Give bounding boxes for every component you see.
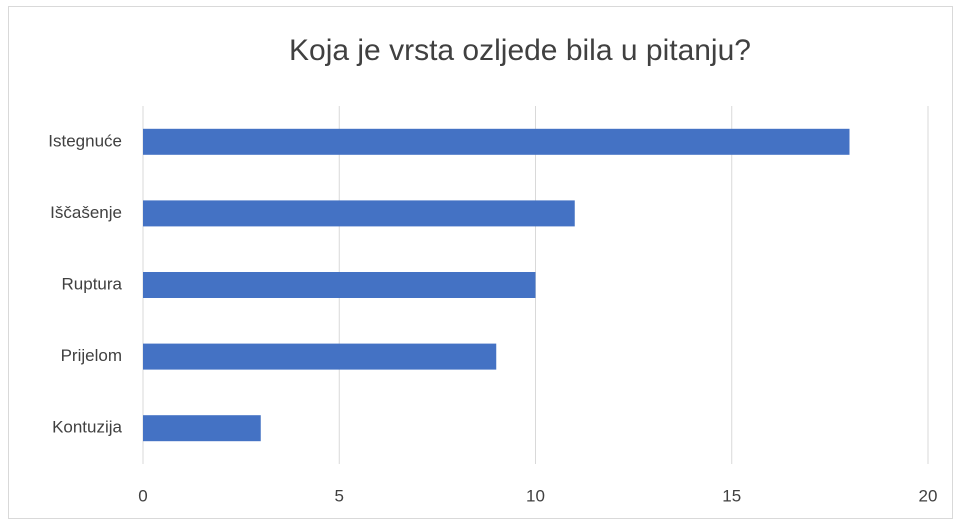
- y-tick-label: Kontuzija: [52, 418, 122, 437]
- chart-border: [8, 6, 953, 519]
- x-tick-label: 20: [919, 486, 938, 505]
- y-tick-label: Istegnuće: [48, 131, 122, 150]
- x-tick-label: 5: [335, 486, 344, 505]
- x-tick-label: 0: [138, 486, 147, 505]
- y-tick-label: Ruptura: [62, 274, 123, 293]
- x-tick-label: 10: [526, 486, 545, 505]
- bar: [143, 343, 497, 370]
- bar: [143, 415, 261, 442]
- chart-title: Koja je vrsta ozljede bila u pitanju?: [289, 34, 751, 67]
- y-tick-label: Prijelom: [61, 346, 122, 365]
- bar: [143, 200, 575, 227]
- bar: [143, 272, 536, 298]
- y-tick-label: Iščašenje: [50, 203, 122, 222]
- x-tick-label: 15: [722, 486, 741, 505]
- bar: [143, 128, 850, 155]
